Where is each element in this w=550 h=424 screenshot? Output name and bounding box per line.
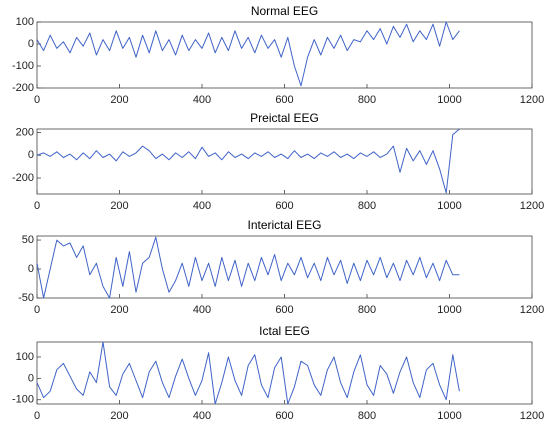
subplot-title: Interictal EEG <box>247 218 321 232</box>
y-tick-label: -100 <box>12 60 34 72</box>
x-tick-label: 200 <box>110 304 128 316</box>
y-tick-label: 0 <box>28 263 34 275</box>
x-tick-label: 1000 <box>437 304 461 316</box>
x-tick-label: 800 <box>358 410 376 422</box>
y-tick-label: 0 <box>28 149 34 161</box>
y-tick-label: -200 <box>12 82 34 94</box>
eeg-trace <box>36 21 460 87</box>
x-tick-label: 200 <box>110 94 128 106</box>
x-tick-label: 600 <box>275 200 293 212</box>
x-tick-label: 600 <box>275 410 293 422</box>
x-tick-label: 200 <box>110 410 128 422</box>
axes-frame <box>36 21 533 89</box>
axes-frame <box>36 128 533 195</box>
x-tick-label: 800 <box>358 94 376 106</box>
y-tick-label: -50 <box>18 292 34 304</box>
x-tick-label: 1200 <box>520 304 544 316</box>
y-tick-label: -100 <box>12 394 34 406</box>
subplot-title: Preictal EEG <box>250 111 319 125</box>
y-tick-label: -200 <box>12 172 34 184</box>
subplot-title: Ictal EEG <box>259 324 310 338</box>
eeg-trace <box>36 341 460 405</box>
eeg-trace <box>36 236 460 299</box>
x-tick-label: 1200 <box>520 410 544 422</box>
x-tick-label: 800 <box>358 304 376 316</box>
y-tick-label: 50 <box>22 234 34 246</box>
x-tick-label: 0 <box>34 200 40 212</box>
x-tick-label: 1200 <box>520 94 544 106</box>
x-tick-label: 1000 <box>437 94 461 106</box>
y-tick-label: 0 <box>28 372 34 384</box>
x-tick-label: 400 <box>193 304 211 316</box>
x-tick-label: 200 <box>110 200 128 212</box>
x-tick-label: 1200 <box>520 200 544 212</box>
x-tick-label: 1000 <box>437 200 461 212</box>
x-tick-label: 600 <box>275 304 293 316</box>
x-tick-label: 400 <box>193 94 211 106</box>
eeg-trace <box>36 128 460 194</box>
subplot-title: Normal EEG <box>251 4 318 18</box>
x-tick-label: 800 <box>358 200 376 212</box>
x-tick-label: 600 <box>275 94 293 106</box>
y-tick-label: 100 <box>16 16 34 28</box>
x-tick-label: 0 <box>34 410 40 422</box>
axes-frame <box>36 341 533 405</box>
y-tick-label: 100 <box>16 351 34 363</box>
x-tick-label: 400 <box>193 200 211 212</box>
x-tick-label: 400 <box>193 410 211 422</box>
y-tick-label: 0 <box>28 38 34 50</box>
x-tick-label: 0 <box>34 94 40 106</box>
x-tick-label: 1000 <box>437 410 461 422</box>
x-tick-label: 0 <box>34 304 40 316</box>
y-tick-label: 200 <box>16 126 34 138</box>
